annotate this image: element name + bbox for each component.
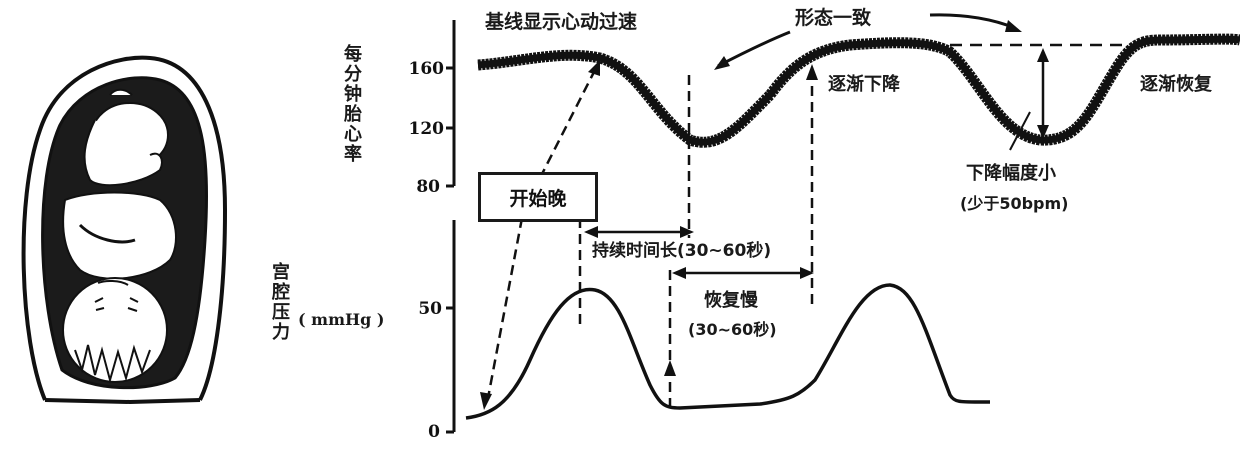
late-onset-box: 开始晚 xyxy=(478,172,598,222)
fhr-tick-120: 120 xyxy=(408,119,445,139)
gradual-recovery-label: 逐渐恢复 xyxy=(1140,74,1212,95)
gradual-decline-label: 逐渐下降 xyxy=(828,74,900,95)
small-amplitude-label: 下降幅度小 xyxy=(966,163,1056,184)
fetus-illustration xyxy=(21,55,228,405)
slow-recovery-label: 恢复慢 xyxy=(704,290,758,311)
fhr-tick-80: 80 xyxy=(416,177,440,197)
pressure-trace xyxy=(465,283,991,420)
amplitude-less-50bpm-label: (少于50bpm) xyxy=(960,194,1069,213)
baseline-tachycardia-label: 基线显示心动过速 xyxy=(485,11,638,33)
pressure-tick-50: 50 xyxy=(418,299,442,319)
pressure-axis-label: 宫腔压力 xyxy=(269,262,290,342)
pressure-tick-0: 0 xyxy=(428,422,440,442)
consistent-shape-label: 形态一致 xyxy=(795,7,872,29)
fhr-tick-160: 160 xyxy=(408,59,445,79)
late-onset-label: 开始晚 xyxy=(509,187,567,210)
slow-recovery-duration-label: (30~60秒) xyxy=(688,320,777,339)
pressure-axis-unit: ( mmHg ) xyxy=(298,310,385,329)
long-duration-label: 持续时间长(30~60秒) xyxy=(592,241,772,261)
fhr-axis-label: 每分钟胎心率 xyxy=(341,44,362,164)
